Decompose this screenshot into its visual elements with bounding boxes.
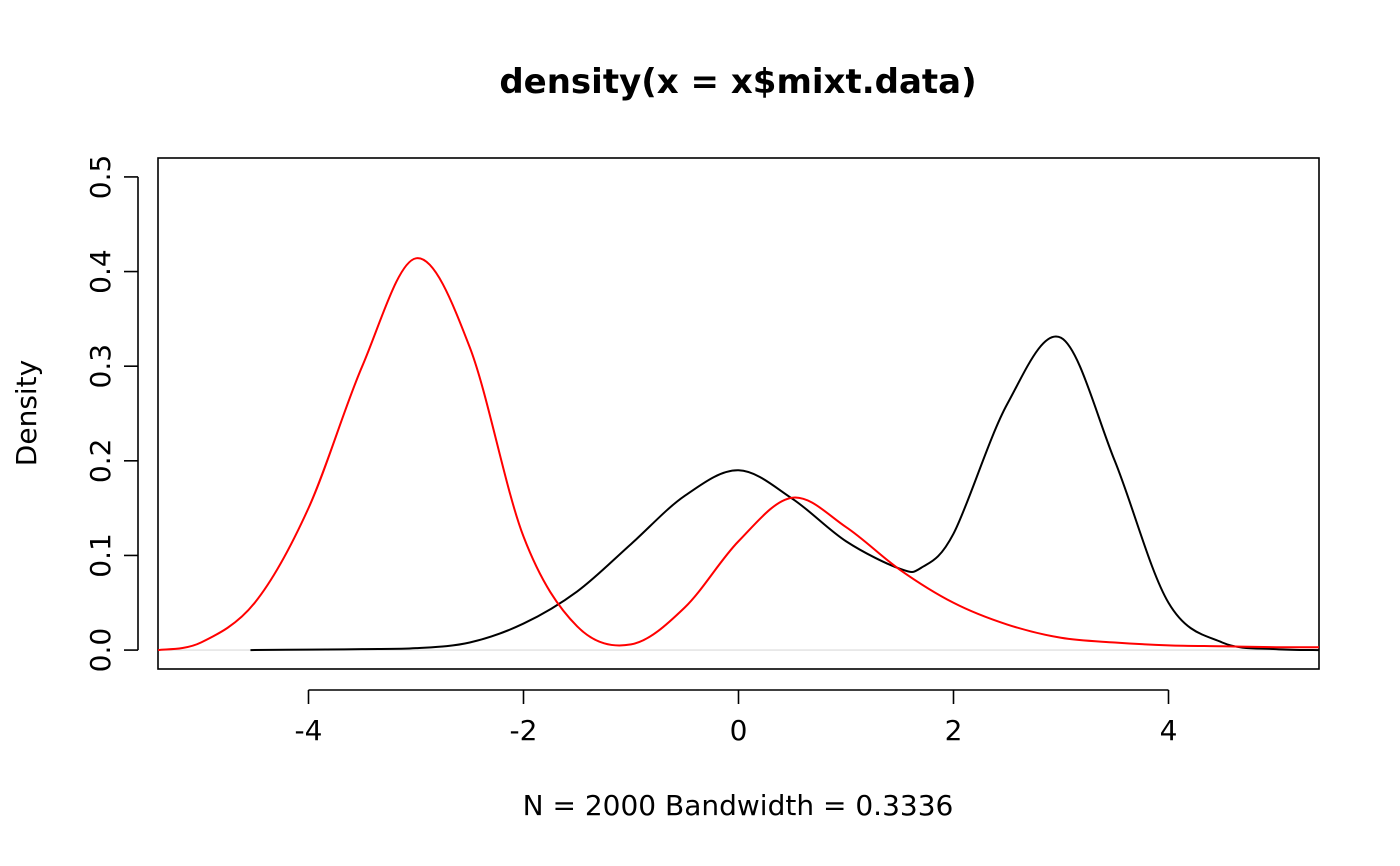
x-tick-label: 4 [1160,714,1178,747]
y-tick-label: 0.4 [84,249,117,294]
plot-frame [157,157,1320,670]
x-tick-label: 0 [730,714,748,747]
density-line-black [250,335,1319,652]
y-tick-label: 0.2 [84,439,117,484]
chart-title: density(x = x$mixt.data) [499,62,976,102]
plot-area: -4 -2 0 2 4 0.0 0.1 0.2 0.3 0.4 0.5 [84,155,1320,747]
density-line-red [158,257,1319,652]
y-tick-label: 0.0 [84,628,117,673]
y-axis-label: Density [10,360,43,466]
x-tick-label: -4 [295,714,323,747]
x-tick-label: -2 [510,714,538,747]
y-tick-label: 0.3 [84,344,117,389]
x-tick-label: 2 [945,714,963,747]
y-tick-label: 0.5 [84,155,117,200]
x-axis-label: N = 2000 Bandwidth = 0.3336 [523,789,954,822]
y-tick-label: 0.1 [84,533,117,578]
